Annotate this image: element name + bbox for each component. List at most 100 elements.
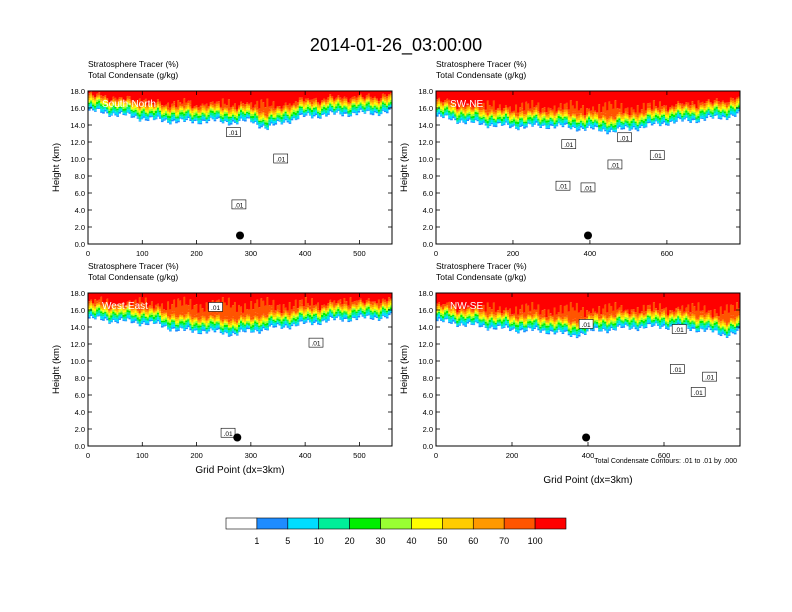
tracer-cell <box>296 308 300 312</box>
tracer-cell <box>106 298 109 306</box>
tracer-cell <box>569 126 573 129</box>
tracer-cell <box>227 325 231 328</box>
tracer-cell <box>353 303 357 306</box>
tracer-cell <box>205 115 209 118</box>
tracer-cell <box>319 91 322 104</box>
y-tick-label: 2.0 <box>75 425 85 434</box>
tracer-cell <box>598 116 601 119</box>
tracer-cell <box>363 312 367 315</box>
tracer-cell <box>179 91 182 103</box>
y-tick-label: 14.0 <box>418 121 433 130</box>
tracer-cell <box>128 109 132 113</box>
tracer-cell <box>604 124 607 128</box>
tracer-cell <box>203 315 207 317</box>
tracer-cell <box>217 91 221 102</box>
tracer-cell <box>120 99 124 102</box>
tracer-cell <box>124 103 128 105</box>
tracer-cell <box>102 100 105 104</box>
tracer-cell <box>359 308 363 310</box>
tracer-cell <box>553 125 557 128</box>
tracer-cell <box>671 109 674 111</box>
tracer-cell <box>490 106 494 110</box>
tracer-cell <box>669 117 672 120</box>
tracer-cell <box>240 117 243 119</box>
tracer-cell <box>227 99 231 108</box>
tracer-cell <box>733 112 737 116</box>
tracer-cell <box>154 115 158 119</box>
tracer-cell <box>715 106 719 109</box>
tracer-cell <box>272 116 276 118</box>
tracer-cell <box>379 313 383 317</box>
tracer-cell <box>231 327 235 330</box>
tracer-cell <box>171 324 174 328</box>
tracer-cell <box>171 110 174 112</box>
tracer-cell <box>697 120 701 122</box>
tracer-cell <box>488 115 492 118</box>
tracer-cell <box>96 305 99 308</box>
contour-label: .01 <box>224 431 233 438</box>
tracer-cell <box>571 91 575 106</box>
tracer-cell <box>654 115 658 118</box>
tracer-cell <box>515 117 518 120</box>
tracer-cell <box>150 314 154 317</box>
tracer-cell <box>221 328 225 331</box>
tracer-cell <box>347 307 351 309</box>
tracer-cell <box>235 320 239 323</box>
tracer-cell <box>329 304 332 307</box>
y-tick-label: 6.0 <box>75 391 85 400</box>
tracer-cell <box>116 115 119 117</box>
tracer-cell <box>140 311 144 313</box>
tracer-cell <box>98 102 101 106</box>
tracer-cell <box>288 117 292 119</box>
tracer-cell <box>480 120 484 123</box>
tracer-cell <box>317 91 320 103</box>
tracer-cell <box>207 325 211 328</box>
tracer-cell <box>652 111 656 114</box>
tracer-cell <box>325 311 328 313</box>
tracer-cell <box>638 91 642 113</box>
tracer-cell <box>508 115 512 118</box>
tracer-cell <box>363 316 367 318</box>
tracer-cell <box>602 128 605 130</box>
tracer-cell <box>250 119 253 122</box>
tracer-cell <box>569 116 573 118</box>
tracer-cell <box>300 316 304 320</box>
tracer-cell <box>490 117 494 121</box>
tracer-cell <box>343 312 346 315</box>
tracer-cell <box>100 307 103 310</box>
tracer-cell <box>150 301 154 307</box>
tracer-cell <box>144 320 148 324</box>
tracer-cell <box>537 124 540 126</box>
tracer-cell <box>656 112 660 115</box>
tracer-cell <box>385 111 389 114</box>
tracer-cell <box>472 118 476 121</box>
tracer-cell <box>652 91 656 101</box>
tracer-cell <box>697 121 701 123</box>
tracer-cell <box>288 319 292 322</box>
tracer-cell <box>124 293 128 306</box>
tracer-cell <box>490 120 494 123</box>
tracer-cell <box>731 98 735 101</box>
tracer-cell <box>648 118 652 122</box>
tracer-cell <box>165 104 168 107</box>
tracer-cell <box>160 113 164 116</box>
tracer-cell <box>132 104 136 108</box>
contour-label-box <box>208 302 223 312</box>
tracer-cell <box>707 104 711 108</box>
tracer-cell <box>130 91 134 101</box>
tracer-cell <box>474 106 478 108</box>
tracer-cell <box>96 98 99 100</box>
tracer-cell <box>464 106 467 110</box>
tracer-cell <box>448 321 451 324</box>
tracer-cell <box>150 312 154 315</box>
tracer-cell <box>606 129 609 133</box>
tracer-cell <box>242 113 245 117</box>
tracer-cell <box>547 122 551 125</box>
tracer-cell <box>656 91 660 108</box>
tracer-cell <box>482 116 486 119</box>
tracer-cell <box>539 91 542 113</box>
tracer-cell <box>618 114 622 117</box>
tracer-cell <box>183 115 186 119</box>
tracer-cell <box>387 304 391 308</box>
tracer-cell <box>496 117 500 119</box>
